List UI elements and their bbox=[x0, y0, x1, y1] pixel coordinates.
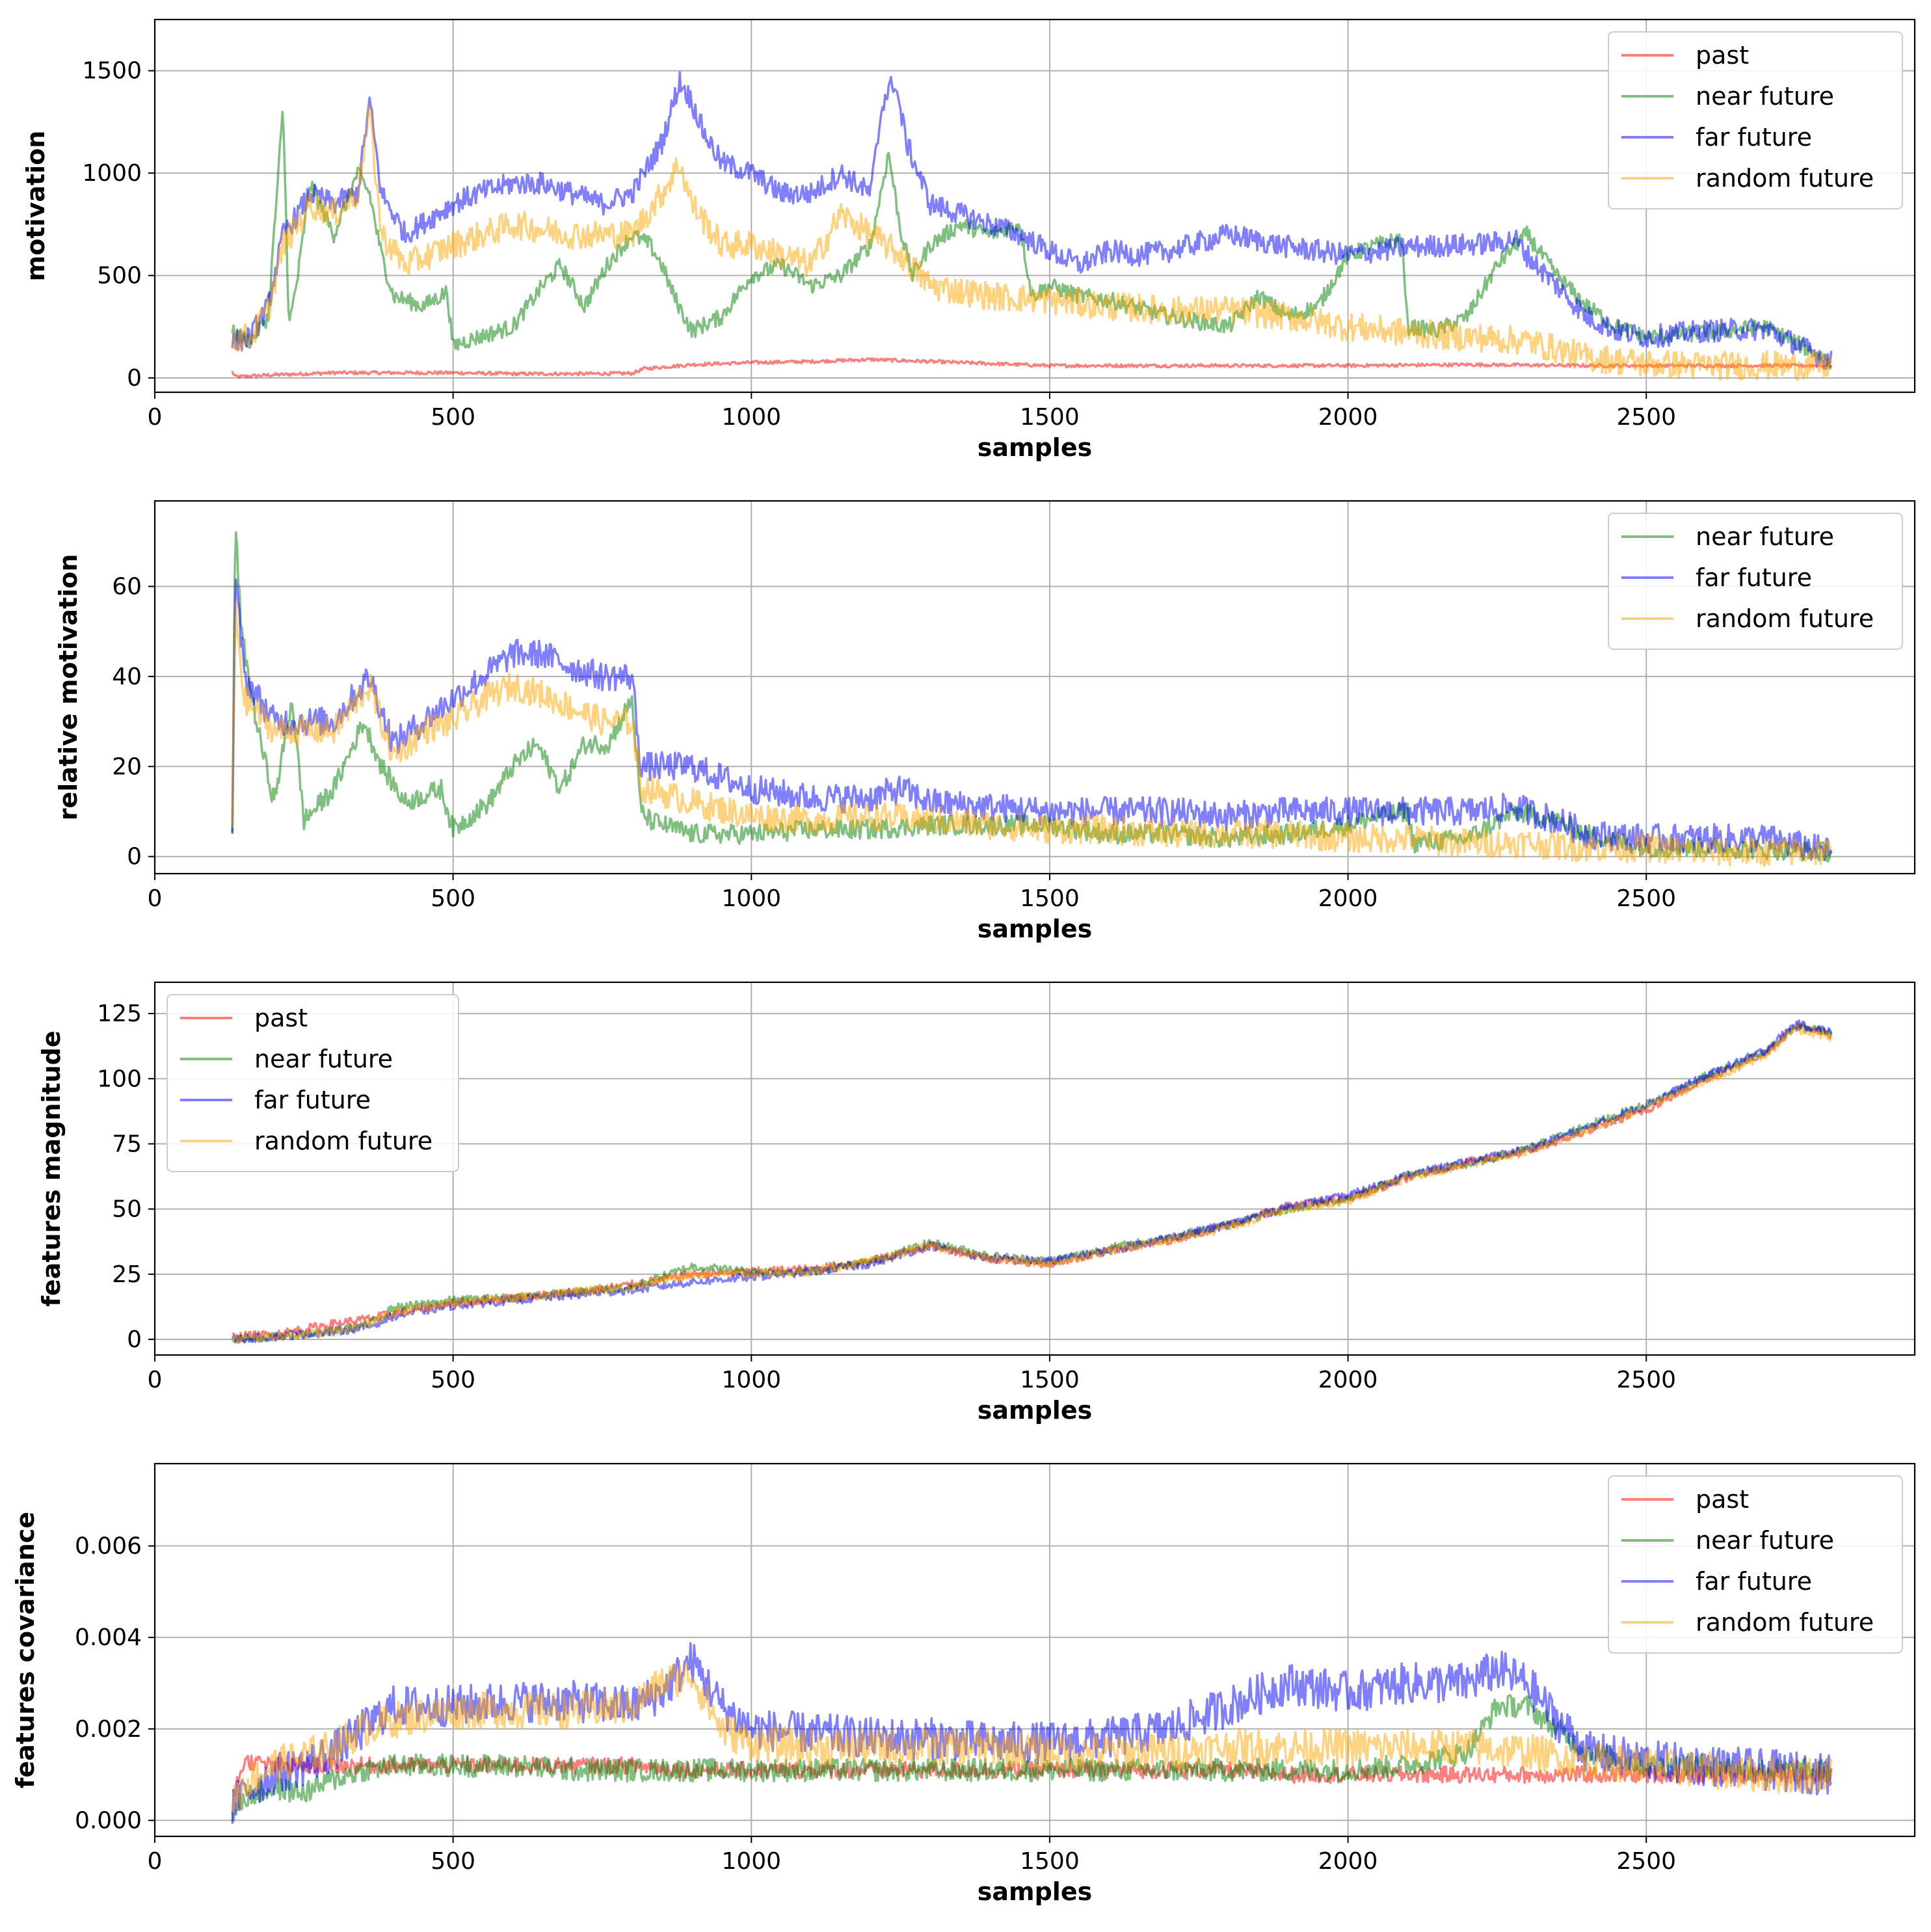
x-tick-label: 1500 bbox=[1020, 1848, 1080, 1875]
axes-frame bbox=[153, 18, 1916, 394]
legend-box bbox=[1608, 31, 1903, 209]
x-tick-label: 1000 bbox=[721, 404, 781, 431]
x-axis-label: samples bbox=[978, 1877, 1092, 1906]
subplot-3: 0 500 1000 1500 2000 2500 0 25 50 75 100 125 samples… bbox=[37, 981, 1916, 1425]
subplot-1: 0 500 1000 1500 2000 2500050010001500samplesm… bbox=[21, 18, 1916, 462]
x-tick-label: 2000 bbox=[1318, 1367, 1378, 1393]
y-tick-label: 25 bbox=[112, 1261, 142, 1288]
y-tick-label: 0 bbox=[127, 1326, 142, 1353]
x-axis-label: samples bbox=[978, 915, 1092, 943]
x-tick-label: 500 bbox=[431, 885, 475, 912]
y-tick-label: 0.000 bbox=[75, 1807, 142, 1834]
legend-label-far-future: far future bbox=[1696, 1567, 1812, 1596]
legend-box bbox=[1608, 1475, 1903, 1654]
x-tick-label: 2000 bbox=[1318, 885, 1378, 912]
y-tick-label: 125 bbox=[97, 1000, 142, 1027]
legend-label-past: past bbox=[254, 1004, 308, 1032]
series-line-random-future bbox=[231, 1661, 1833, 1813]
legend-label-far-future: far future bbox=[254, 1086, 371, 1114]
y-tick-label: 75 bbox=[112, 1131, 142, 1157]
series-line-random-future bbox=[231, 601, 1833, 868]
series-line-near-future bbox=[232, 1022, 1833, 1345]
y-tick-label: 500 bbox=[97, 263, 142, 289]
x-tick-label: 2000 bbox=[1318, 404, 1378, 431]
y-tick-label: 1500 bbox=[82, 58, 142, 85]
series-line-far-future bbox=[231, 1642, 1833, 1824]
y-axis-label: relative motivation bbox=[54, 554, 83, 821]
x-tick-label: 1500 bbox=[1020, 885, 1080, 912]
legend-label-random-future: random future bbox=[1696, 1608, 1874, 1637]
legend-label-near-future: near future bbox=[1696, 1526, 1834, 1555]
y-axis-label: features magnitude bbox=[37, 1030, 66, 1306]
y-axis-label: motivation bbox=[21, 131, 50, 282]
y-tick-label: 60 bbox=[112, 573, 142, 600]
x-tick-label: 2000 bbox=[1318, 1848, 1378, 1875]
y-tick-label: 0.004 bbox=[75, 1624, 142, 1651]
legend-label-random-future: random future bbox=[1696, 604, 1874, 633]
y-tick-label: 0 bbox=[127, 365, 142, 392]
series-line-random-future bbox=[232, 1024, 1833, 1344]
series-line-past bbox=[232, 1023, 1833, 1342]
x-tick-label: 2500 bbox=[1616, 885, 1676, 912]
axes-frame bbox=[153, 500, 1916, 875]
legend-label-near-future: near future bbox=[1696, 522, 1834, 551]
legend-label-near-future: near future bbox=[254, 1045, 393, 1073]
legend: past near future far future random future bbox=[166, 994, 459, 1172]
subplot-2: 0 500 1000 1500 2000 2500 0 20 40 60 samples relati… bbox=[54, 500, 1916, 943]
y-tick-label: 20 bbox=[112, 753, 142, 780]
legend-box bbox=[166, 994, 459, 1172]
y-tick-label: 100 bbox=[97, 1066, 142, 1092]
legend: near future far future random future bbox=[1608, 513, 1903, 650]
series-line-far-future bbox=[231, 578, 1833, 861]
legend-label-random-future: random future bbox=[1696, 164, 1874, 193]
x-tick-label: 2500 bbox=[1616, 404, 1676, 431]
x-axis-label: samples bbox=[978, 1396, 1092, 1425]
y-tick-label: 50 bbox=[112, 1196, 142, 1223]
series-line-far-future bbox=[231, 1019, 1833, 1344]
x-tick-label: 1500 bbox=[1020, 404, 1080, 431]
legend-label-past: past bbox=[1696, 41, 1749, 70]
axes-frame bbox=[153, 1462, 1916, 1838]
legend-label-random-future: random future bbox=[254, 1127, 433, 1155]
x-axis-label: samples bbox=[978, 433, 1092, 462]
series-line-far-future bbox=[231, 71, 1833, 370]
x-tick-label: 1500 bbox=[1020, 1367, 1080, 1393]
legend: past near future far future random future bbox=[1608, 31, 1903, 209]
x-tick-label: 0 bbox=[148, 885, 163, 912]
series-line-past bbox=[231, 357, 1833, 379]
legend-label-far-future: far future bbox=[1696, 563, 1812, 592]
y-axis-label: features covariance bbox=[11, 1512, 40, 1788]
y-tick-label: 1000 bbox=[82, 160, 142, 187]
legend-label-past: past bbox=[1696, 1485, 1749, 1514]
legend-box bbox=[1608, 513, 1903, 650]
y-tick-label: 0.006 bbox=[75, 1533, 142, 1560]
x-tick-label: 2500 bbox=[1616, 1367, 1676, 1393]
y-tick-label: 0.002 bbox=[75, 1716, 142, 1743]
legend-label-near-future: near future bbox=[1696, 82, 1834, 111]
x-tick-label: 500 bbox=[431, 404, 475, 431]
subplot-4: 0 500 1000 1500 2000 2500 0.000 0.002 0.004 0.006… bbox=[11, 1462, 1916, 1906]
series-line-random-future bbox=[231, 104, 1833, 381]
x-tick-label: 0 bbox=[148, 1848, 163, 1875]
x-tick-label: 1000 bbox=[721, 1367, 781, 1393]
x-tick-label: 1000 bbox=[721, 1848, 781, 1875]
legend: past near future far future random future bbox=[1608, 1475, 1903, 1654]
x-tick-label: 500 bbox=[431, 1367, 475, 1393]
y-tick-label: 40 bbox=[112, 664, 142, 690]
legend-label-far-future: far future bbox=[1696, 123, 1812, 152]
x-tick-label: 500 bbox=[431, 1848, 475, 1875]
x-tick-label: 2500 bbox=[1616, 1848, 1676, 1875]
y-tick-label: 0 bbox=[127, 844, 142, 870]
axes-frame bbox=[153, 981, 1916, 1356]
x-tick-label: 0 bbox=[148, 1367, 163, 1393]
x-tick-label: 1000 bbox=[721, 885, 781, 912]
x-tick-label: 0 bbox=[148, 404, 163, 431]
